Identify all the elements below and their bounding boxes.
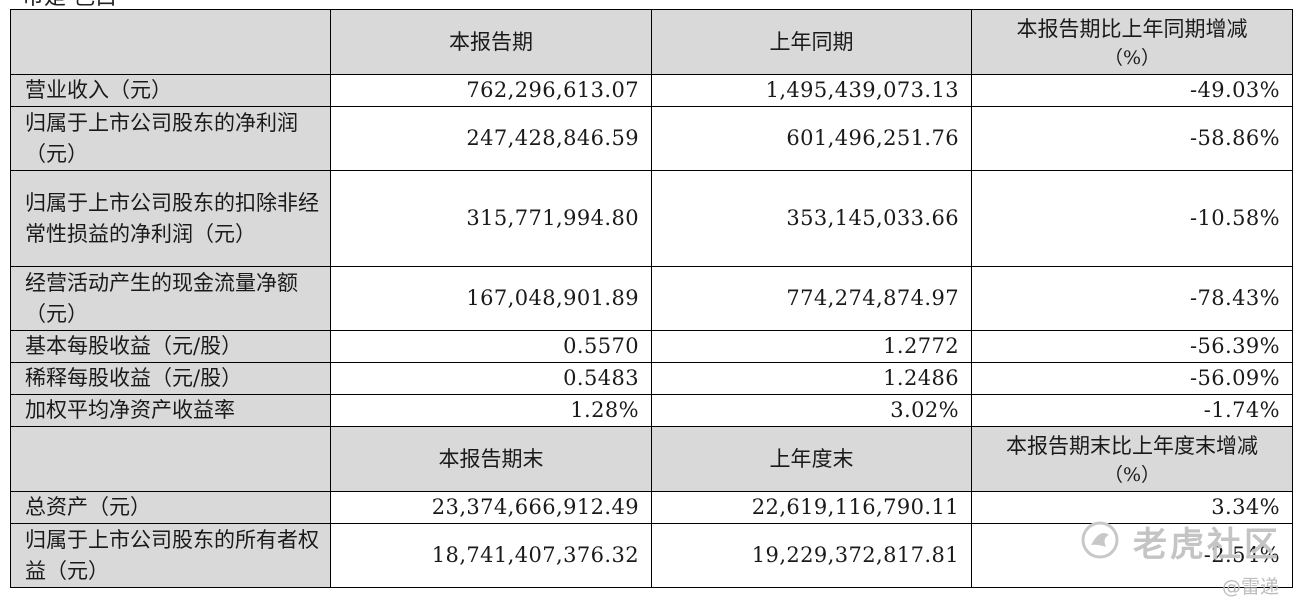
header-change-title: 本报告期比上年同期增减 <box>1016 16 1248 41</box>
row-prior-value: 1,495,439,073.13 <box>651 74 972 107</box>
top-cutoff-text: 币是 色白 <box>22 0 117 9</box>
header-change-percent: 本报告期末比上年度末增减 （%） <box>971 426 1293 492</box>
row-label: 经营活动产生的现金流量净额（元） <box>10 266 331 331</box>
header-change-percent: 本报告期比上年同期增减 （%） <box>971 9 1293 75</box>
row-prior-value: 19,229,372,817.81 <box>651 523 972 588</box>
table-row: 基本每股收益（元/股） 0.5570 1.2772 -56.39% <box>10 330 1293 363</box>
header-prior-period: 上年同期 <box>651 9 972 75</box>
table-row: 归属于上市公司股东的所有者权益（元） 18,741,407,376.32 19,… <box>10 523 1293 588</box>
row-label: 基本每股收益（元/股） <box>10 330 331 363</box>
row-prior-value: 353,145,033.66 <box>651 170 972 267</box>
table-row: 加权平均净资产收益率 1.28% 3.02% -1.74% <box>10 394 1293 427</box>
row-label: 归属于上市公司股东的净利润（元） <box>10 106 331 171</box>
row-current-value: 0.5570 <box>330 330 652 363</box>
watermark: 老虎社区 <box>1080 517 1281 566</box>
row-change-value: -78.43% <box>971 266 1293 331</box>
table-row: 营业收入（元） 762,296,613.07 1,495,439,073.13 … <box>10 74 1293 107</box>
row-current-value: 247,428,846.59 <box>330 106 652 171</box>
header-change-title: 本报告期末比上年度末增减 <box>1006 433 1258 458</box>
row-current-value: 167,048,901.89 <box>330 266 652 331</box>
row-label: 归属于上市公司股东的扣除非经常性损益的净利润（元） <box>10 170 331 267</box>
row-current-value: 762,296,613.07 <box>330 74 652 107</box>
row-change-value: -58.86% <box>971 106 1293 171</box>
table-row: 归属于上市公司股东的扣除非经常性损益的净利润（元） 315,771,994.80… <box>10 170 1293 267</box>
watermark-user: @雷递 <box>1221 576 1279 598</box>
row-change-value: -2.54% <box>971 523 1293 588</box>
row-change-value: -56.39% <box>971 330 1293 363</box>
row-prior-value: 1.2486 <box>651 362 972 395</box>
header-empty-cell <box>10 426 331 492</box>
header-change-unit: （%） <box>1103 463 1161 486</box>
header-current-period: 本报告期 <box>330 9 652 75</box>
row-change-value: -10.58% <box>971 170 1293 267</box>
row-prior-value: 774,274,874.97 <box>651 266 972 331</box>
row-change-value: -49.03% <box>971 74 1293 107</box>
table-header-row: 本报告期 上年同期 本报告期比上年同期增减 （%） <box>10 9 1293 75</box>
row-current-value: 18,741,407,376.32 <box>330 523 652 588</box>
row-label: 总资产（元） <box>10 491 331 524</box>
row-label: 营业收入（元） <box>10 74 331 107</box>
watermark-name: 老虎社区 <box>1133 525 1281 565</box>
row-current-value: 1.28% <box>330 394 652 427</box>
row-current-value: 23,374,666,912.49 <box>330 491 652 524</box>
header-change-unit: （%） <box>1103 46 1161 69</box>
table-header-row: 本报告期末 上年度末 本报告期末比上年度末增减 （%） <box>10 426 1293 492</box>
table-row: 归属于上市公司股东的净利润（元） 247,428,846.59 601,496,… <box>10 106 1293 171</box>
tiger-logo-icon <box>1080 520 1120 564</box>
row-prior-value: 601,496,251.76 <box>651 106 972 171</box>
row-change-value: -1.74% <box>971 394 1293 427</box>
table-row: 经营活动产生的现金流量净额（元） 167,048,901.89 774,274,… <box>10 266 1293 331</box>
row-prior-value: 1.2772 <box>651 330 972 363</box>
financial-summary-table: 本报告期 上年同期 本报告期比上年同期增减 （%） 营业收入（元） 762,29… <box>10 9 1293 588</box>
row-change-value: -56.09% <box>971 362 1293 395</box>
row-label: 稀释每股收益（元/股） <box>10 362 331 395</box>
row-current-value: 315,771,994.80 <box>330 170 652 267</box>
row-change-value: 3.34% <box>971 491 1293 524</box>
row-current-value: 0.5483 <box>330 362 652 395</box>
header-prior-year-end: 上年度末 <box>651 426 972 492</box>
table-row: 稀释每股收益（元/股） 0.5483 1.2486 -56.09% <box>10 362 1293 395</box>
row-label: 加权平均净资产收益率 <box>10 394 331 427</box>
header-empty-cell <box>10 9 331 75</box>
row-prior-value: 3.02% <box>651 394 972 427</box>
row-prior-value: 22,619,116,790.11 <box>651 491 972 524</box>
row-label: 归属于上市公司股东的所有者权益（元） <box>10 523 331 588</box>
header-period-end: 本报告期末 <box>330 426 652 492</box>
